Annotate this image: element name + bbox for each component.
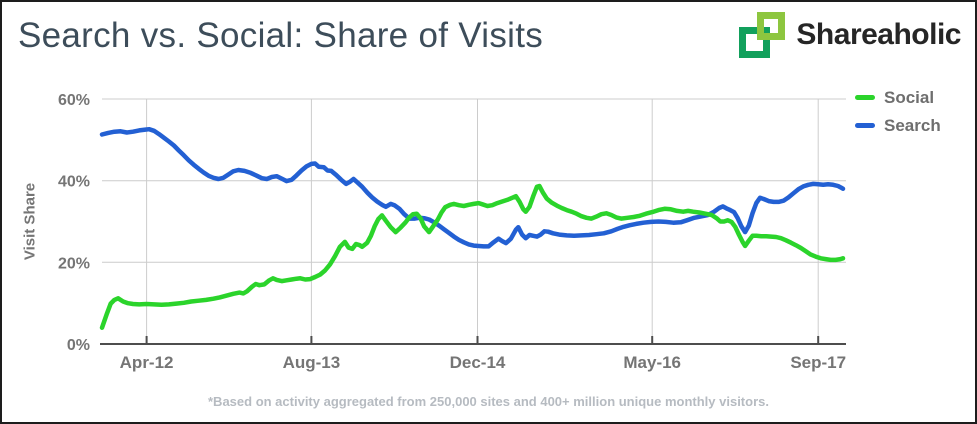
legend-item-search: Search — [855, 115, 941, 136]
x-tick-label: Aug-13 — [283, 353, 341, 372]
search-line-swatch — [855, 123, 875, 128]
x-tick-label: Dec-14 — [450, 353, 506, 372]
y-tick-label: 20% — [58, 255, 90, 272]
social-line-swatch — [855, 95, 875, 100]
footnote: *Based on activity aggregated from 250,0… — [208, 394, 769, 409]
page-title: Search vs. Social: Share of Visits — [18, 16, 544, 55]
y-tick-label: 0% — [67, 337, 90, 354]
legend: Social Search — [855, 87, 941, 143]
shareaholic-logo: Shareaholic — [739, 12, 961, 58]
legend-label-social: Social — [884, 87, 935, 107]
x-tick-label: Apr-12 — [120, 353, 174, 372]
x-tick-label: May-16 — [623, 353, 681, 372]
y-axis-title: Visit Share — [21, 182, 39, 261]
legend-item-social: Social — [855, 87, 941, 108]
logo-square-green-icon — [739, 27, 771, 58]
logo-square-lime-icon — [757, 12, 786, 40]
y-tick-label: 40% — [58, 174, 90, 191]
shareaholic-logo-icon — [739, 12, 787, 58]
brand-name: Shareaholic — [796, 18, 961, 51]
y-tick-label: 60% — [58, 92, 90, 109]
search-line — [99, 126, 846, 249]
legend-label-search: Search — [884, 115, 941, 135]
social-line — [99, 183, 846, 330]
x-tick-label: Sep-17 — [790, 353, 846, 372]
